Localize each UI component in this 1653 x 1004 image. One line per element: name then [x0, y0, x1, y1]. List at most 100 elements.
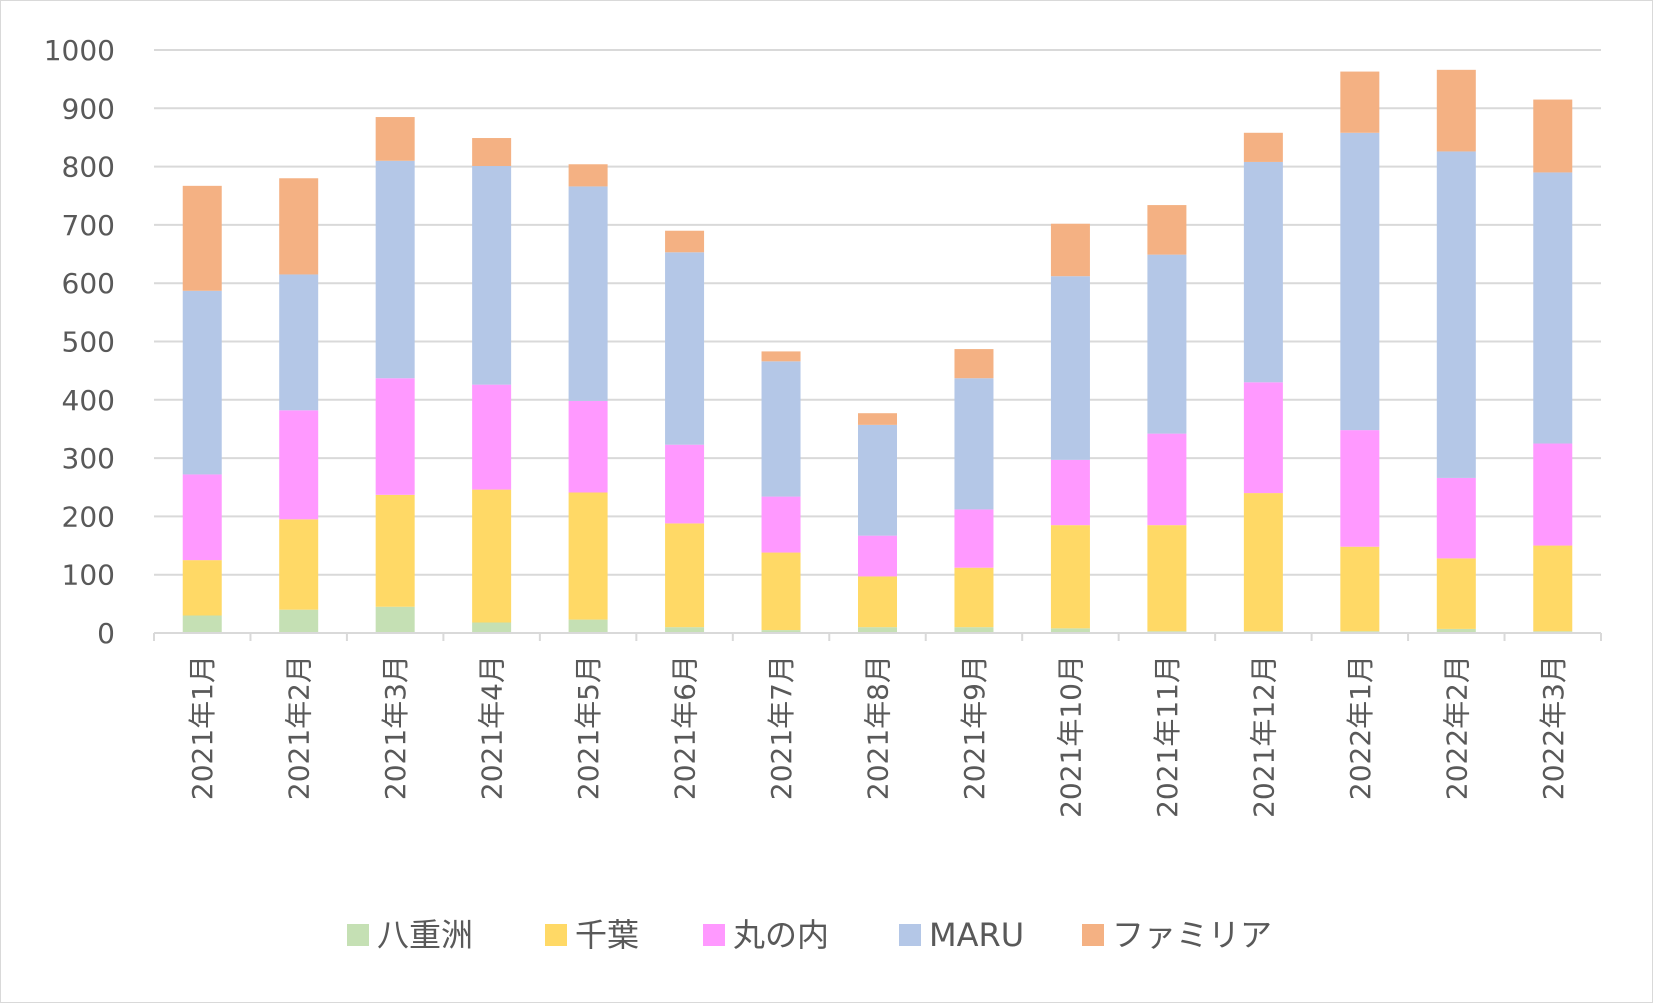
- bar-segment: [1050, 223, 1090, 277]
- legend-swatch: [1082, 924, 1104, 946]
- bar-segment: [1436, 69, 1476, 152]
- bar-segment: [1050, 459, 1090, 526]
- bar-segment: [665, 627, 705, 633]
- y-tick-label: 900: [62, 92, 115, 125]
- y-tick-label: 800: [62, 151, 115, 184]
- y-tick-label: 300: [62, 442, 115, 475]
- bar-segment: [858, 424, 897, 536]
- x-tick-label: 2022年3月: [1537, 655, 1570, 800]
- x-tick-label: 2021年8月: [862, 655, 895, 800]
- bar-segment: [1436, 558, 1476, 629]
- bar-segment: [954, 627, 994, 633]
- bar-segment: [858, 627, 897, 633]
- legend-swatch: [899, 924, 921, 946]
- bar-segment: [182, 474, 222, 561]
- bar-segment: [472, 166, 512, 385]
- bar-segment: [279, 609, 319, 633]
- bar-segment: [375, 378, 415, 495]
- bar-segment: [954, 509, 994, 568]
- bar-segment: [1436, 477, 1476, 559]
- bar-segment: [568, 186, 608, 401]
- bar-segment: [858, 413, 897, 425]
- bar-segment: [1243, 493, 1283, 632]
- bar-segment: [665, 230, 705, 253]
- x-axis: [153, 632, 1602, 641]
- legend-label: 丸の内: [733, 916, 829, 954]
- bar-segment: [1533, 172, 1573, 444]
- bar-segment: [1147, 205, 1187, 255]
- bar-segment: [472, 384, 512, 490]
- x-tick-label: 2021年11月: [1151, 655, 1184, 818]
- y-tick-label: 600: [62, 267, 115, 300]
- x-axis-labels: 2021年1月 2021年2月 2021年3月 2021年4月 2021年5月 2021年…: [186, 655, 1570, 818]
- bar-segment: [1436, 151, 1476, 478]
- bar-segment: [279, 519, 319, 610]
- bar-segment: [279, 178, 319, 275]
- bar-segment: [1340, 546, 1380, 632]
- bar-segment: [665, 252, 705, 445]
- bar-segment: [1340, 132, 1380, 431]
- bar-segment: [1243, 132, 1283, 162]
- y-tick-label: 100: [62, 559, 115, 592]
- x-tick-label: 2022年1月: [1344, 655, 1377, 800]
- x-tick-label: 2021年6月: [669, 655, 702, 800]
- bar-segment: [182, 185, 222, 291]
- legend-label: 千葉: [575, 916, 639, 954]
- x-tick-label: 2021年5月: [572, 655, 605, 800]
- bar-segment: [375, 160, 415, 379]
- bar-segment: [1147, 433, 1187, 526]
- bar-segment: [1533, 545, 1573, 632]
- bar-segment: [954, 567, 994, 628]
- bar-segment: [568, 164, 608, 187]
- bar-segment: [375, 494, 415, 607]
- y-tick-label: 400: [62, 384, 115, 417]
- x-tick-label: 2022年2月: [1440, 655, 1473, 800]
- y-tick-label: 200: [62, 500, 115, 533]
- bar-segment: [472, 622, 512, 633]
- bar-segment: [1147, 254, 1187, 434]
- bars: [182, 69, 1573, 633]
- bar-segment: [665, 523, 705, 628]
- legend-swatch: [703, 924, 725, 946]
- bar-segment: [858, 576, 897, 628]
- bar-segment: [1243, 161, 1283, 383]
- bar-segment: [761, 496, 801, 553]
- y-tick-label: 1000: [44, 34, 115, 67]
- x-tick-label: 2021年4月: [476, 655, 509, 800]
- bar-segment: [1533, 443, 1573, 546]
- y-tick-label: 500: [62, 326, 115, 359]
- bar-segment: [1243, 382, 1283, 494]
- bar-segment: [1050, 276, 1090, 460]
- x-tick-label: 2021年7月: [765, 655, 798, 800]
- bar-segment: [472, 489, 512, 623]
- x-tick-label: 2021年10月: [1054, 655, 1087, 818]
- bar-segment: [954, 349, 994, 379]
- bar-segment: [761, 351, 801, 362]
- bar-segment: [1436, 628, 1476, 633]
- legend-label: 八重洲: [377, 916, 473, 954]
- y-tick-label: 0: [97, 617, 115, 650]
- bar-segment: [472, 138, 512, 167]
- x-tick-label: 2021年12月: [1247, 655, 1280, 818]
- x-tick-label: 2021年1月: [186, 655, 219, 800]
- bar-segment: [1147, 525, 1187, 632]
- bar-segment: [279, 274, 319, 411]
- bar-segment: [665, 444, 705, 524]
- y-tick-label: 700: [62, 209, 115, 242]
- legend-label: MARU: [929, 916, 1024, 954]
- bar-segment: [1050, 525, 1090, 629]
- bar-segment: [761, 630, 801, 633]
- bar-segment: [761, 361, 801, 497]
- bar-segment: [1340, 71, 1380, 133]
- y-axis-labels: 0 100 200 300 400 500 600 700 800 900 1000: [44, 34, 115, 650]
- bar-segment: [954, 378, 994, 510]
- bar-segment: [568, 400, 608, 493]
- bar-segment: [1050, 628, 1090, 633]
- bar-segment: [182, 560, 222, 616]
- bar-segment: [182, 615, 222, 633]
- x-tick-label: 2021年3月: [379, 655, 412, 800]
- bar-segment: [182, 290, 222, 475]
- bar-segment: [568, 492, 608, 620]
